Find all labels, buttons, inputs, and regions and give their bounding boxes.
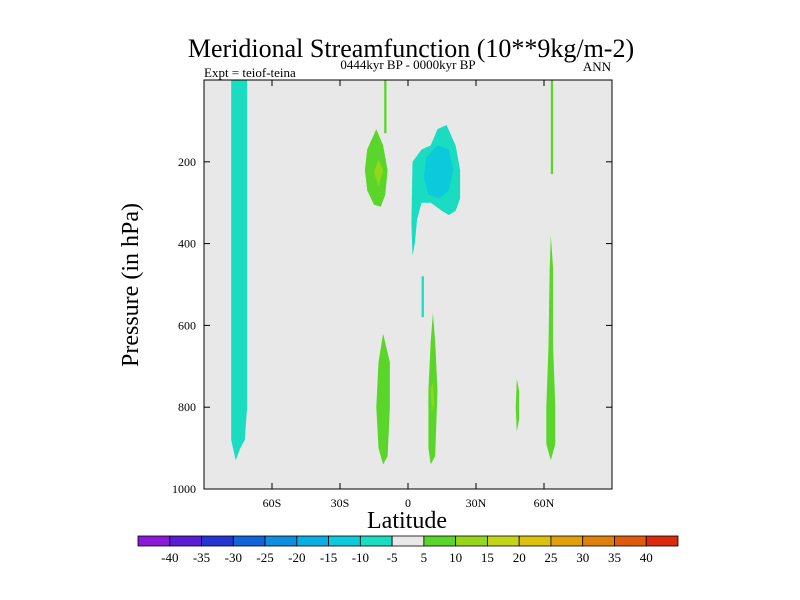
sh-tropics-upper-thin-cell bbox=[384, 80, 387, 134]
colorbar-label: 35 bbox=[608, 550, 621, 565]
nh-lower-positive-core bbox=[430, 382, 435, 412]
y-tick-label: 400 bbox=[178, 237, 196, 251]
colorbar-swatch bbox=[232, 535, 266, 547]
nh-upper-thin-positive-cell bbox=[550, 80, 554, 175]
colorbar-swatch bbox=[614, 535, 647, 547]
colorbar-label: -10 bbox=[352, 550, 369, 565]
colorbar-label: 25 bbox=[544, 550, 557, 565]
colorbar-swatch bbox=[518, 535, 552, 547]
colorbar: -40 -35 -30 -25 -20 -15 -10 -5 5 10 15 20 25 30 35 40 bbox=[137, 535, 679, 565]
x-tick-label: 60N bbox=[534, 496, 555, 510]
colorbar-swatch bbox=[645, 535, 679, 547]
colorbar-label: -20 bbox=[288, 550, 305, 565]
colorbar-swatch bbox=[487, 535, 520, 547]
chart-title: Meridional Streamfunction (10**9kg/m-2) bbox=[188, 34, 634, 63]
colorbar-label: -15 bbox=[320, 550, 337, 565]
x-tick-label: 30S bbox=[331, 496, 350, 510]
equator-thin-negative-cell bbox=[421, 276, 424, 318]
colorbar-label: 15 bbox=[481, 550, 494, 565]
y-tick-label: 200 bbox=[178, 155, 196, 169]
colorbar-swatch bbox=[550, 535, 584, 547]
colorbar-label: 5 bbox=[421, 550, 428, 565]
nh-midlat-positive-spot bbox=[515, 378, 520, 432]
colorbar-swatch bbox=[359, 535, 393, 547]
plot-background bbox=[204, 80, 612, 489]
nh-high-lat-positive-cell bbox=[546, 235, 556, 461]
colorbar-swatch bbox=[169, 535, 202, 547]
colorbar-swatch bbox=[455, 535, 488, 547]
y-tick-label: 1000 bbox=[172, 482, 196, 496]
colorbar-label: 10 bbox=[449, 550, 462, 565]
colorbar-swatch bbox=[296, 535, 329, 547]
colorbar-label: 40 bbox=[640, 550, 653, 565]
sh-tropics-positive-core bbox=[374, 159, 384, 187]
colorbar-label: -35 bbox=[193, 550, 210, 565]
colorbar-label: -40 bbox=[161, 550, 178, 565]
colorbar-swatch bbox=[201, 535, 234, 547]
sh-polar-negative-cell bbox=[231, 80, 248, 461]
y-tick-label: 800 bbox=[178, 400, 196, 414]
colorbar-swatch bbox=[423, 535, 457, 547]
colorbar-swatch bbox=[137, 535, 171, 547]
plot-area bbox=[203, 79, 613, 490]
colorbar-swatch bbox=[328, 535, 361, 547]
nh-tropics-negative-core bbox=[423, 145, 454, 199]
sh-lower-positive-cell bbox=[376, 333, 390, 465]
colorbar-swatch bbox=[391, 535, 425, 547]
y-axis-label: Pressure (in hPa) bbox=[118, 203, 144, 367]
y-tick-label: 600 bbox=[178, 318, 196, 332]
y-axis: 200 400 600 800 1000 bbox=[172, 155, 612, 496]
colorbar-swatch bbox=[264, 535, 298, 547]
x-axis-label: Latitude bbox=[367, 508, 447, 534]
colorbar-label: -25 bbox=[256, 550, 273, 565]
x-axis: 60S 30S 0 30N 60N bbox=[263, 80, 555, 510]
colorbar-label: -5 bbox=[387, 550, 398, 565]
period-label: 0444kyr BP - 0000kyr BP bbox=[340, 57, 475, 72]
x-tick-label: 30N bbox=[466, 496, 487, 510]
x-tick-label: 60S bbox=[263, 496, 282, 510]
colorbar-label: 30 bbox=[576, 550, 589, 565]
experiment-label: Expt = teiof-teina bbox=[204, 65, 296, 80]
colorbar-swatch bbox=[582, 535, 615, 547]
season-label: ANN bbox=[583, 59, 612, 74]
colorbar-label: -30 bbox=[225, 550, 242, 565]
x-tick-label: 0 bbox=[405, 496, 411, 510]
colorbar-label: 20 bbox=[513, 550, 526, 565]
